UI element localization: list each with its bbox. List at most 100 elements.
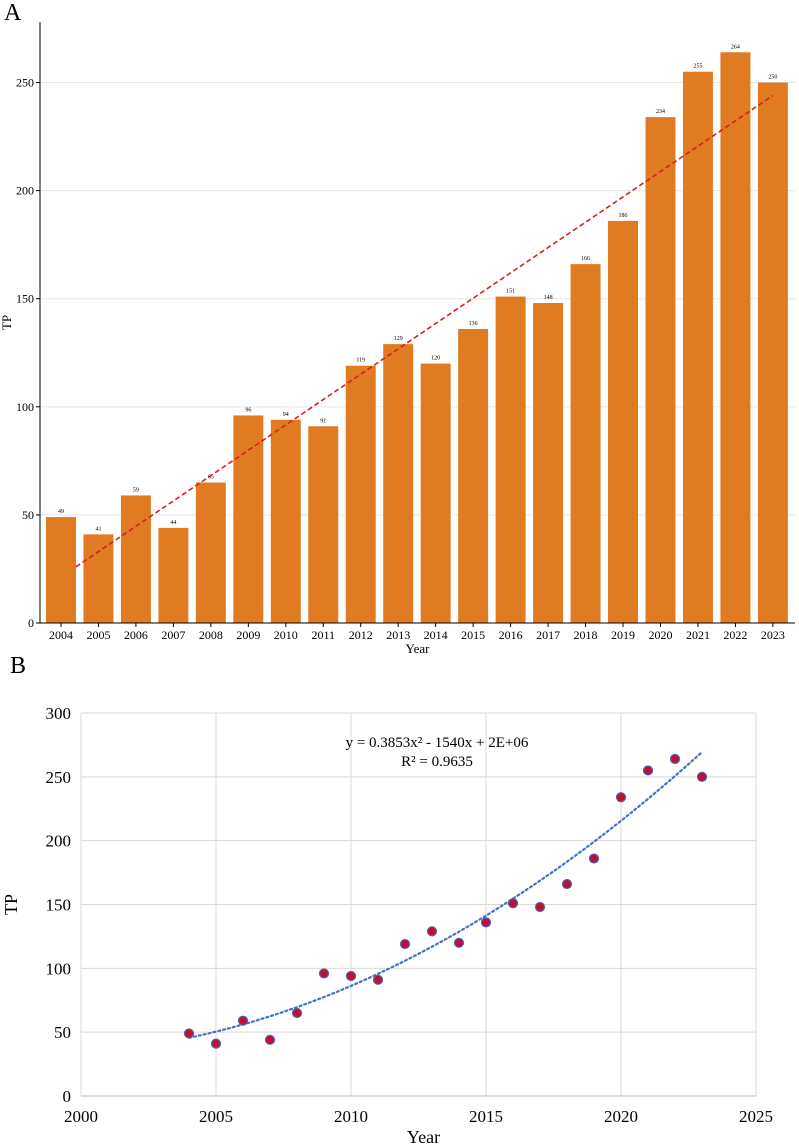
bar-y-tick-label: 200 [16,184,34,198]
bar-x-tick-label: 2008 [199,628,223,642]
bar-x-tick-label: 2012 [349,628,373,642]
scatter-r-squared: R² = 0.9635 [401,754,473,770]
bar-data-label: 255 [693,64,702,70]
bar-2005 [83,534,114,623]
bar-data-label: 234 [656,109,665,115]
panel-b-label: B [10,653,27,679]
scatter-point-2011 [372,974,384,985]
bar-chart: 49 41 59 44 65 96 94 91 119 129 120 136 151 148 166 186… [0,22,795,656]
bar-x-tick-label: 2004 [49,628,73,642]
bar-data-label: 96 [245,407,251,413]
bar-data-label: 91 [320,418,326,424]
bar-2023 [757,82,788,624]
bar-y-tick-label: 250 [16,76,34,90]
bar-data-label: 186 [619,213,628,219]
bar-data-label: 59 [133,487,139,493]
bar-x-tick-label: 2015 [461,628,485,642]
scatter-point-2023 [696,771,708,782]
scatter-point-2019 [588,853,600,864]
scatter-point-2014 [453,937,465,948]
bar-2011 [308,426,339,623]
bar-x-tick-label: 2014 [424,628,448,642]
scatter-point-2008 [291,1007,303,1019]
bar-y-tick-label: 0 [28,616,34,630]
bar-2019 [608,220,639,623]
bar-2004 [45,517,76,623]
bar-x-tick-label: 2021 [686,628,710,642]
bar-2018 [570,264,601,623]
bar-x-tick-label: 2018 [574,628,598,642]
bar-2007 [158,527,189,623]
bar-data-label: 41 [95,526,101,532]
bar-x-tick-label: 2016 [499,628,523,642]
scatter-x-tick-label: 2015 [469,1107,503,1126]
bar-y-axis-label: TP [0,315,14,330]
bar-2012 [345,365,376,623]
scatter-y-tick-label: 0 [63,1087,72,1106]
bar-2020 [645,117,676,623]
bar-x-tick-label: 2010 [274,628,298,642]
bar-y-tick-label: 150 [16,292,34,306]
scatter-point-2012 [399,938,411,950]
panel-a-label: A [4,0,22,26]
bar-x-tick-label: 2007 [161,628,185,642]
scatter-y-tick-label: 100 [46,959,72,978]
scatter-point-2016 [507,898,519,909]
scatter-y-tick-label: 50 [54,1023,71,1042]
bar-data-label: 148 [544,295,553,301]
scatter-x-tick-label: 2010 [334,1107,368,1126]
scatter-point-2018 [561,878,573,890]
scatter-x-tick-label: 2000 [64,1107,98,1126]
bar-x-tick-label: 2020 [648,628,672,642]
bar-data-label: 120 [431,356,440,362]
bar-x-tick-label: 2009 [236,628,260,642]
bar-x-tick-label: 2006 [124,628,148,642]
bar-x-axis-label: Year [406,641,431,656]
bar-x-tick-label: 2022 [723,628,747,642]
bar-data-label: 49 [58,509,64,515]
bar-data-label: 44 [170,520,176,526]
scatter-point-2022 [669,753,681,765]
scatter-y-tick-label: 250 [46,768,72,787]
bar-2015 [458,328,489,623]
bar-2013 [383,344,414,623]
bar-trendline [75,94,774,568]
scatter-y-axis-label: TP [1,894,21,915]
bar-2022 [720,52,751,624]
bar-x-tick-label: 2017 [536,628,560,642]
scatter-point-2020 [615,792,627,803]
scatter-point-2005 [210,1038,222,1049]
bar-data-label: 129 [394,336,403,342]
scatter-x-tick-label: 2005 [199,1107,233,1126]
bar-2021 [682,71,713,623]
bar-data-label: 250 [768,75,777,81]
scatter-y-tick-label: 150 [46,896,72,915]
bar-2010 [270,419,301,623]
scatter-point-2007 [264,1034,276,1045]
scatter-x-tick-label: 2025 [739,1107,773,1126]
bar-data-label: 166 [581,256,590,262]
bar-data-label: 119 [356,358,365,364]
scatter-x-axis-label: Year [407,1127,440,1147]
bar-2006 [120,495,151,623]
bar-x-tick-label: 2019 [611,628,635,642]
scatter-point-2021 [642,765,654,776]
bar-x-tick-label: 2013 [386,628,410,642]
scatter-point-2017 [534,901,546,913]
scatter-point-2013 [426,926,438,937]
bar-x-tick-label: 2023 [761,628,785,642]
bar-data-label: 94 [283,412,289,418]
scatter-point-2015 [480,917,492,928]
bar-x-tick-label: 2011 [311,628,335,642]
bar-2016 [495,296,526,623]
bar-data-label: 151 [506,289,515,295]
scatter-trendline [187,751,704,1039]
bar-data-label: 136 [469,321,478,327]
scatter-point-2006 [237,1015,249,1026]
scatter-y-tick-label: 200 [46,832,72,851]
bar-y-tick-label: 50 [22,508,34,522]
scatter-equation: y = 0.3853x² - 1540x + 2E+06 [346,735,529,751]
scatter-x-tick-label: 2020 [604,1107,638,1126]
bar-data-label: 264 [731,44,740,50]
